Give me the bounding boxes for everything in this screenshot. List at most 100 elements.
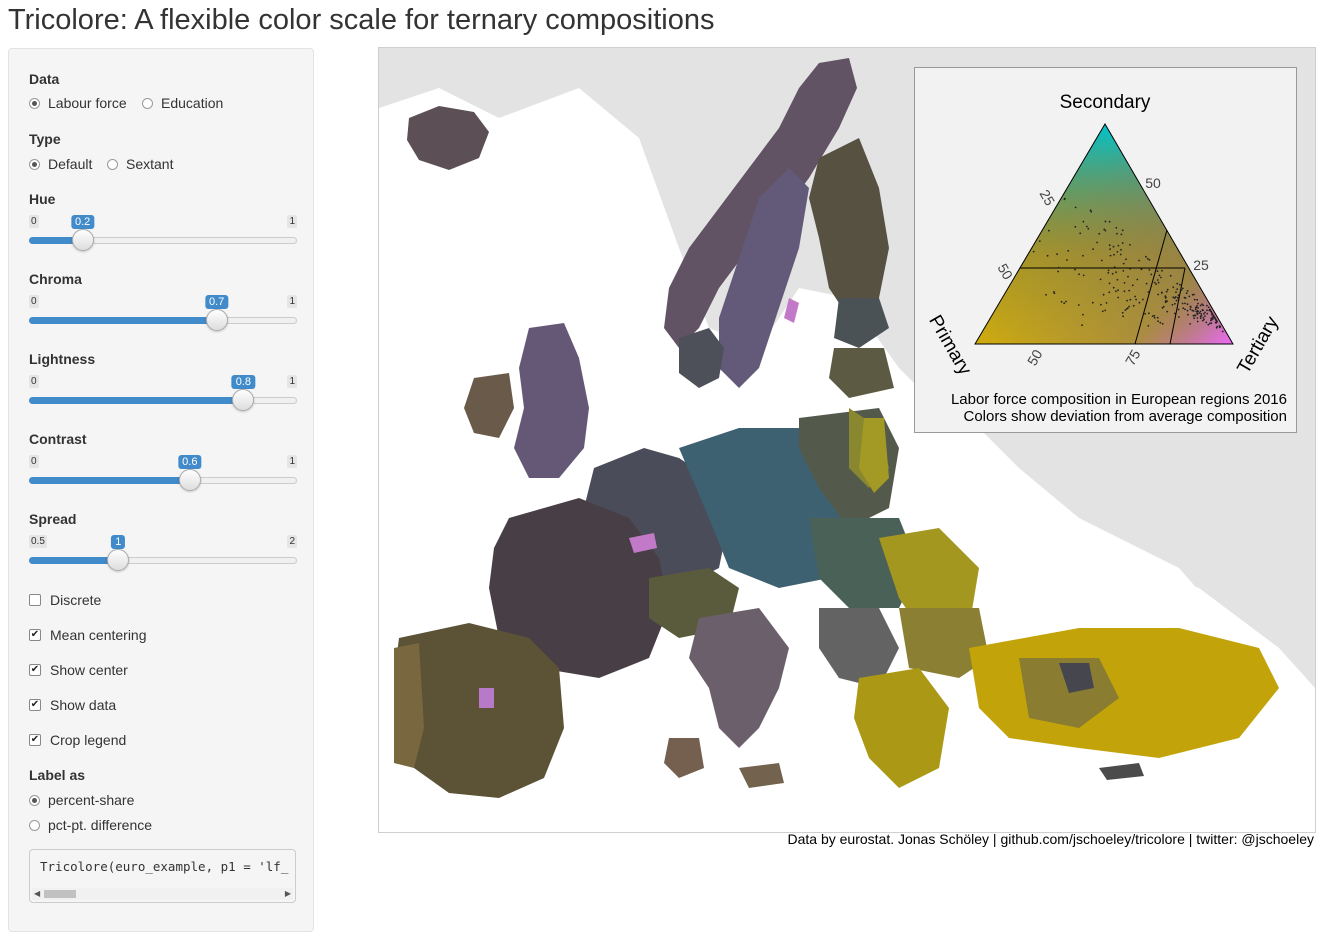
axis-label-tertiary: Tertiary <box>1234 313 1284 378</box>
slider-value-label: 0.7 <box>204 295 229 309</box>
data-point <box>1053 291 1055 293</box>
radio-percent-share[interactable]: percent-share <box>29 792 134 808</box>
radio-indicator[interactable] <box>29 819 40 831</box>
data-point <box>1199 304 1202 307</box>
contrast-slider[interactable]: 0 1 0.6 <box>29 455 297 495</box>
tick-left-50: 50 <box>995 261 1017 283</box>
data-point <box>1128 289 1131 292</box>
scroll-right-icon[interactable]: ▶ <box>284 889 291 898</box>
data-point <box>1196 305 1198 307</box>
data-point <box>1108 244 1111 247</box>
data-point <box>1161 291 1163 294</box>
slider-handle[interactable] <box>232 389 255 411</box>
checkbox-box[interactable] <box>29 594 41 606</box>
tick-bottom-75: 75 <box>1122 347 1144 369</box>
checkbox-box[interactable]: ✔ <box>29 664 41 676</box>
checkbox-label: Show center <box>50 662 128 678</box>
data-point <box>1184 302 1186 305</box>
radio-indicator[interactable] <box>142 97 153 109</box>
data-point <box>1115 290 1117 293</box>
slider-max-label: 1 <box>287 295 297 308</box>
data-point <box>1198 312 1201 314</box>
radio-sextant[interactable]: Sextant <box>107 156 173 172</box>
data-point <box>1129 298 1132 301</box>
checkbox-box[interactable]: ✔ <box>29 629 41 641</box>
data-point <box>1074 268 1076 271</box>
tick-left-25: 25 <box>1037 187 1059 209</box>
data-point <box>1117 296 1120 299</box>
hue-slider[interactable]: 0 1 0.2 <box>29 215 297 255</box>
data-point <box>1111 272 1114 275</box>
data-point <box>1079 232 1082 235</box>
radio-default[interactable]: Default <box>29 156 92 172</box>
checkbox-box[interactable]: ✔ <box>29 699 41 711</box>
type-label: Type <box>29 131 61 147</box>
data-point <box>1196 298 1199 301</box>
data-point <box>1196 313 1199 316</box>
radio-education[interactable]: Education <box>142 95 223 111</box>
data-point <box>1145 282 1148 285</box>
slider-handle[interactable] <box>107 549 130 571</box>
scrollbar-thumb[interactable] <box>44 890 76 898</box>
radio-indicator[interactable] <box>29 158 40 170</box>
data-point <box>1153 314 1156 317</box>
data-point <box>1210 322 1213 324</box>
data-point <box>1171 303 1174 306</box>
data-point <box>1048 229 1050 232</box>
data-point <box>1206 312 1209 315</box>
checkbox-crop-legend[interactable]: ✔ Crop legend <box>29 732 126 748</box>
data-point <box>1176 288 1179 290</box>
data-point <box>1115 271 1117 274</box>
checkbox-mean-centering[interactable]: ✔ Mean centering <box>29 627 147 643</box>
region-ireland <box>464 373 514 438</box>
slider-fill <box>29 317 217 324</box>
horizontal-scrollbar[interactable]: ◀ ▶ <box>32 888 293 900</box>
radio-indicator[interactable] <box>107 158 118 170</box>
data-point <box>1201 319 1204 322</box>
region-bulgaria <box>899 608 989 678</box>
data-point <box>1082 274 1085 277</box>
slider-handle[interactable] <box>178 469 201 491</box>
radio-indicator[interactable] <box>29 97 40 109</box>
region-east-border <box>859 418 889 493</box>
checkbox-show-data[interactable]: ✔ Show data <box>29 697 116 713</box>
radio-pct-pt-difference[interactable]: pct-pt. difference <box>29 817 152 833</box>
checkbox-discrete[interactable]: Discrete <box>29 592 101 608</box>
data-point <box>1105 302 1108 304</box>
checkbox-box[interactable]: ✔ <box>29 734 41 746</box>
scroll-left-icon[interactable]: ◀ <box>34 889 41 898</box>
page-title: Tricolore: A flexible color scale for te… <box>8 4 715 36</box>
region-turkey <box>969 628 1279 758</box>
data-point <box>1086 225 1088 228</box>
data-point <box>1181 287 1184 290</box>
data-point <box>1200 313 1203 315</box>
lightness-slider[interactable]: 0 1 0.8 <box>29 375 297 415</box>
code-output[interactable]: Tricolore(euro_example, p1 = 'lf_ ◀ ▶ <box>29 849 296 903</box>
radio-indicator[interactable] <box>29 794 40 806</box>
chroma-slider[interactable]: 0 1 0.7 <box>29 295 297 335</box>
data-point <box>1181 302 1184 305</box>
spread-slider[interactable]: 0.5 2 1 <box>29 535 297 575</box>
data-point <box>1207 323 1210 326</box>
spread-label: Spread <box>29 511 77 527</box>
data-point <box>1177 298 1180 301</box>
data-point <box>1216 320 1218 323</box>
data-point <box>1120 248 1122 251</box>
data-point <box>1166 310 1169 313</box>
radio-labour-force[interactable]: Labour force <box>29 95 127 111</box>
data-point <box>1191 309 1194 312</box>
checkbox-label: Mean centering <box>50 627 147 643</box>
region-uk <box>514 323 589 478</box>
checkbox-label: Discrete <box>50 592 102 608</box>
data-point <box>1082 220 1085 223</box>
slider-handle[interactable] <box>205 309 228 331</box>
region-portugal <box>394 643 424 768</box>
data-point <box>1157 320 1159 323</box>
data-point <box>1077 304 1080 306</box>
data-point <box>1199 317 1202 320</box>
triangle-tertiary-gradient <box>975 124 1233 344</box>
slider-handle[interactable] <box>71 229 94 251</box>
lightness-label: Lightness <box>29 351 96 367</box>
slider-min-label: 0 <box>29 375 39 388</box>
checkbox-show-center[interactable]: ✔ Show center <box>29 662 128 678</box>
